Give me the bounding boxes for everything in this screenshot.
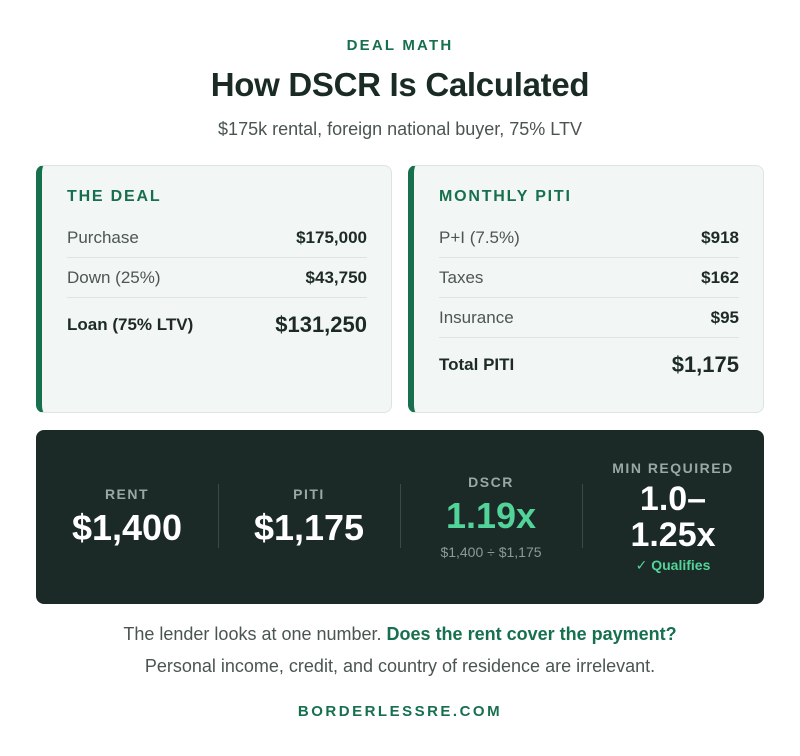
row-label: Taxes: [439, 267, 484, 287]
metric-value: $1,175: [253, 507, 365, 549]
deal-card: THE DEAL Purchase $175,000 Down (25%) $4…: [36, 165, 392, 413]
metric-dscr: DSCR 1.19x $1,400 ÷ $1,175: [400, 430, 582, 604]
row-value: $95: [710, 307, 739, 327]
piti-row-total: Total PITI $1,175: [439, 338, 739, 392]
footer-note: Personal income, credit, and country of …: [144, 656, 656, 676]
piti-row-taxes: Taxes $162: [439, 258, 739, 298]
page-title: How DSCR Is Calculated: [210, 66, 590, 103]
row-label: Down (25%): [67, 267, 161, 287]
deal-card-title: THE DEAL: [67, 188, 162, 205]
footer-statement: The lender looks at one number. Does the…: [0, 624, 800, 645]
eyebrow-label: DEAL MATH: [346, 37, 454, 54]
row-label: Purchase: [67, 227, 139, 247]
row-label: Insurance: [439, 307, 514, 327]
metric-min-required: MIN REQUIRED 1.0– 1.25x ✓ Qualifies: [582, 430, 764, 604]
footer-statement-emphasis: Does the rent cover the payment?: [386, 624, 677, 644]
dscr-formula: $1,400 ÷ $1,175: [440, 543, 542, 560]
metric-label: DSCR: [468, 474, 514, 491]
row-value: $1,175: [671, 352, 739, 377]
metric-value-line1: 1.0–: [639, 479, 707, 518]
row-value: $175,000: [296, 227, 367, 247]
row-label: P+I (7.5%): [439, 227, 520, 247]
piti-row-principal-interest: P+I (7.5%) $918: [439, 218, 739, 258]
deal-row-loan-total: Loan (75% LTV) $131,250: [67, 298, 367, 352]
qualifies-status: ✓ Qualifies: [635, 557, 711, 574]
row-value: $918: [701, 227, 739, 247]
metric-value: $1,400: [71, 507, 183, 549]
row-label: Total PITI: [439, 355, 515, 374]
metric-value-line2: 1.25x: [630, 515, 716, 554]
row-value: $162: [701, 267, 739, 287]
dscr-summary-panel: RENT $1,400 PITI $1,175 DSCR 1.19x $1,40…: [36, 430, 764, 604]
deal-row-down: Down (25%) $43,750: [67, 258, 367, 298]
metric-label: PITI: [293, 486, 325, 503]
piti-card: MONTHLY PITI P+I (7.5%) $918 Taxes $162 …: [408, 165, 764, 413]
row-value: $131,250: [275, 312, 367, 337]
metric-value: 1.19x: [445, 495, 537, 537]
metric-piti: PITI $1,175: [218, 430, 400, 604]
brand-url: BORDERLESSRE.COM: [297, 703, 503, 720]
piti-card-title: MONTHLY PITI: [439, 188, 572, 205]
row-value: $43,750: [305, 267, 367, 287]
page-subtitle: $175k rental, foreign national buyer, 75…: [218, 119, 582, 139]
footer-statement-plain: The lender looks at one number.: [123, 624, 387, 644]
metric-label: RENT: [104, 486, 150, 503]
metric-label: MIN REQUIRED: [612, 459, 734, 476]
deal-row-purchase: Purchase $175,000: [67, 218, 367, 258]
metric-rent: RENT $1,400: [36, 430, 218, 604]
piti-row-insurance: Insurance $95: [439, 298, 739, 338]
row-label: Loan (75% LTV): [67, 315, 194, 334]
